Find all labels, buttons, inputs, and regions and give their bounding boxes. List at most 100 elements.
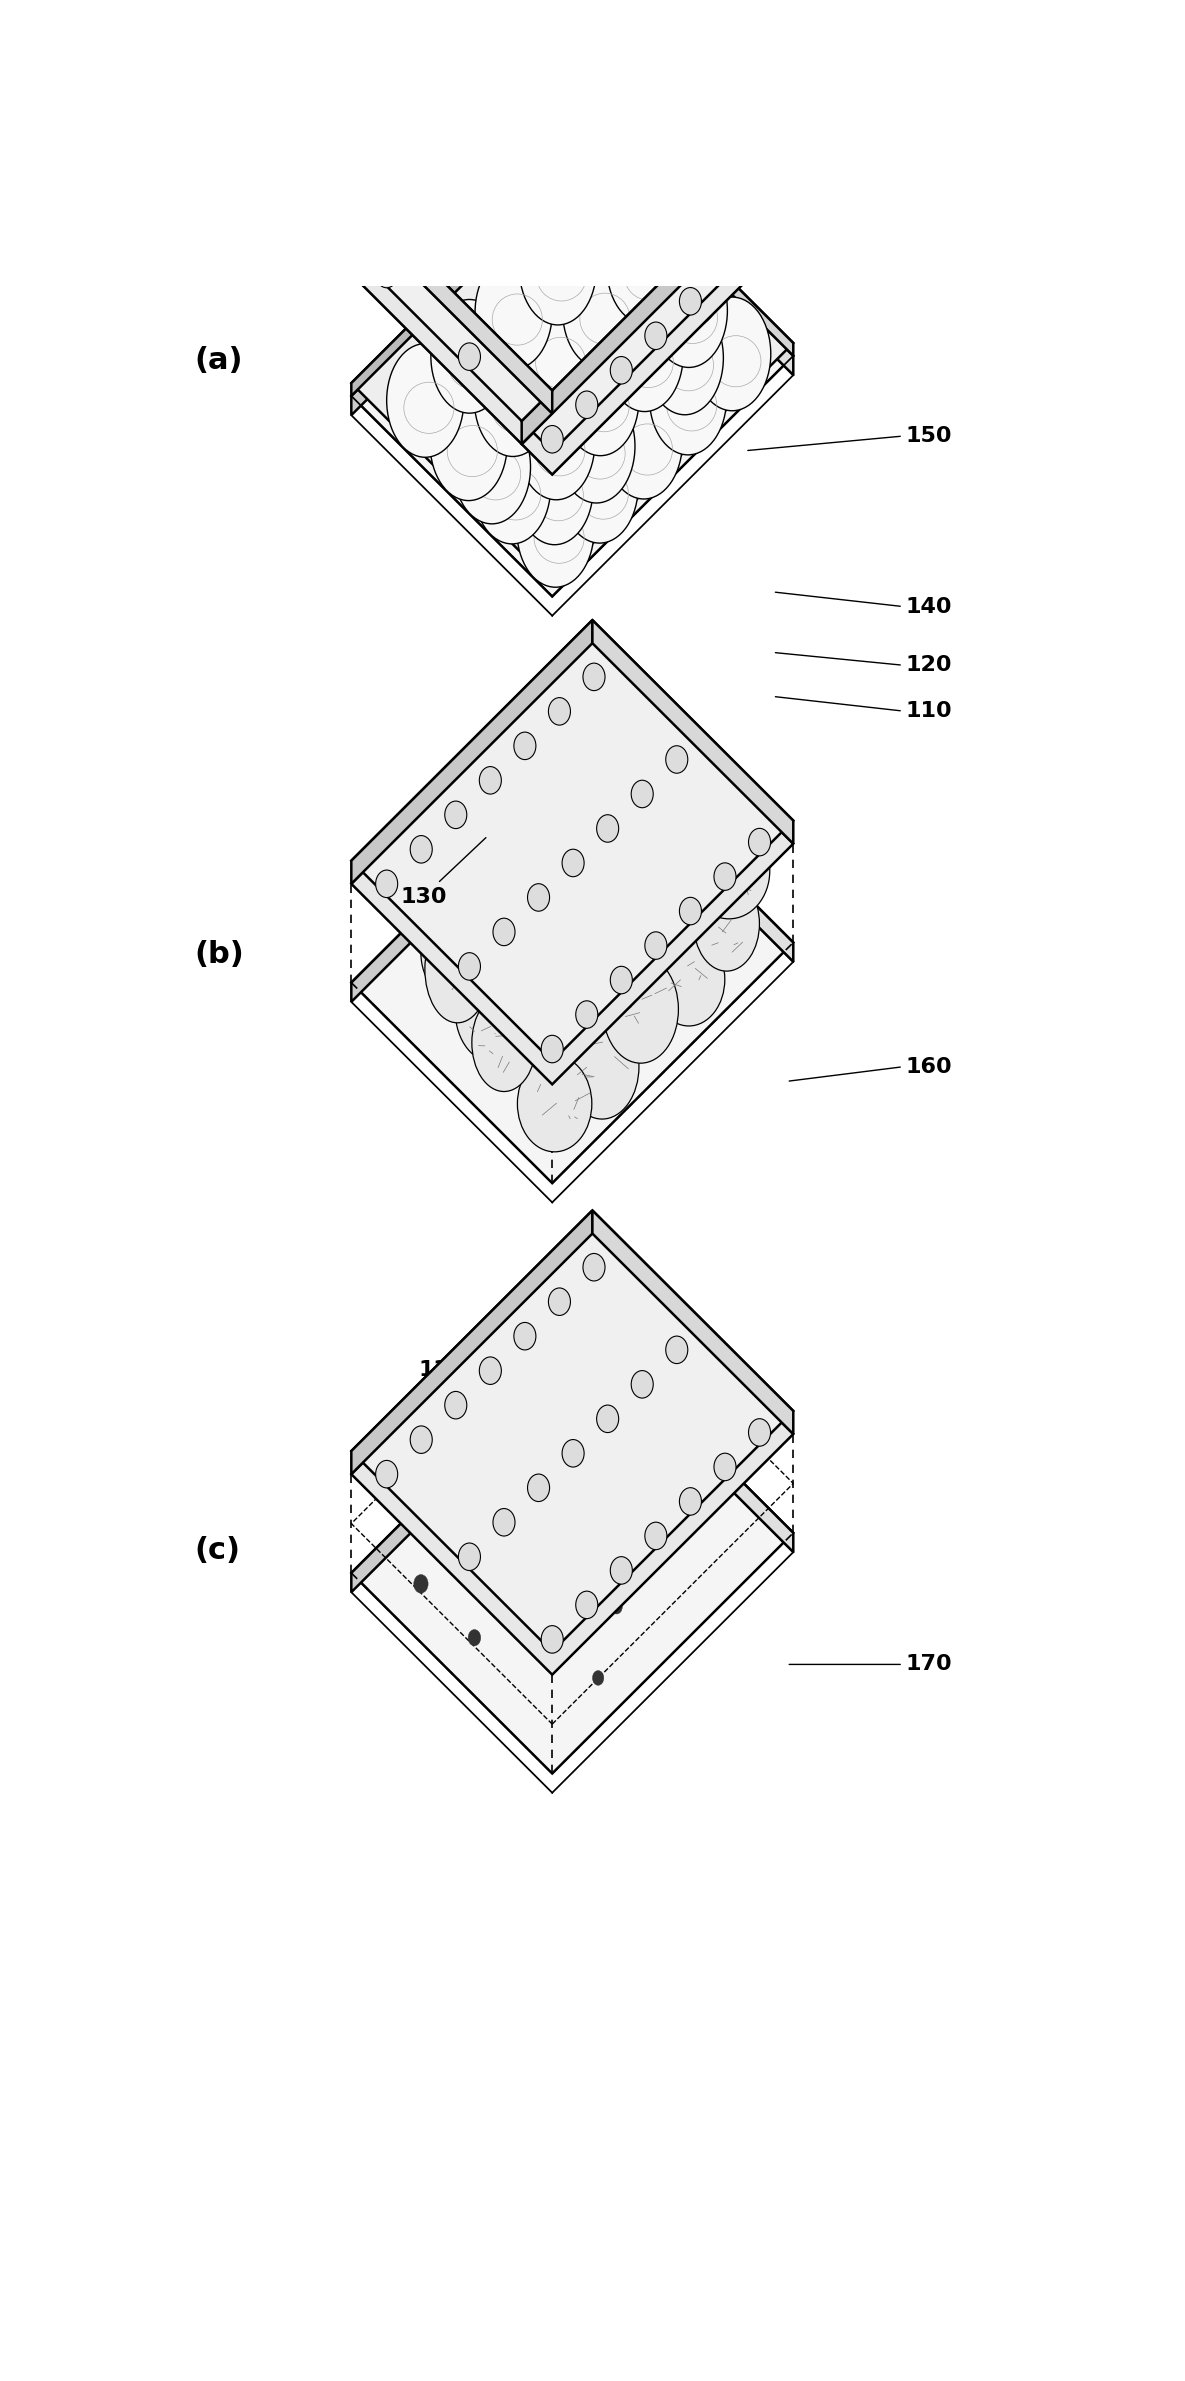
Polygon shape — [351, 1333, 793, 1774]
Ellipse shape — [552, 867, 617, 960]
Ellipse shape — [713, 1495, 723, 1507]
Text: 120: 120 — [905, 655, 953, 676]
Ellipse shape — [736, 1421, 752, 1443]
Ellipse shape — [474, 343, 551, 457]
Polygon shape — [521, 181, 763, 445]
Ellipse shape — [621, 1521, 628, 1531]
Ellipse shape — [679, 288, 702, 314]
Ellipse shape — [414, 1574, 428, 1593]
Ellipse shape — [563, 167, 641, 281]
Ellipse shape — [459, 1543, 480, 1571]
Ellipse shape — [592, 1671, 604, 1686]
Polygon shape — [521, 181, 793, 452]
Ellipse shape — [431, 300, 508, 414]
Polygon shape — [351, 221, 552, 421]
Polygon shape — [592, 743, 793, 962]
Ellipse shape — [688, 824, 770, 919]
Polygon shape — [382, 221, 552, 414]
Ellipse shape — [376, 260, 398, 288]
Ellipse shape — [749, 219, 770, 245]
Polygon shape — [592, 619, 793, 843]
Ellipse shape — [527, 883, 550, 912]
Ellipse shape — [515, 431, 594, 545]
Ellipse shape — [559, 919, 630, 1017]
Ellipse shape — [539, 1555, 556, 1576]
Ellipse shape — [662, 1448, 670, 1460]
Ellipse shape — [489, 1414, 502, 1431]
Ellipse shape — [646, 300, 723, 414]
Ellipse shape — [611, 1355, 621, 1367]
Ellipse shape — [749, 829, 770, 855]
Ellipse shape — [437, 1448, 455, 1469]
Ellipse shape — [645, 931, 667, 960]
Ellipse shape — [479, 767, 501, 795]
Ellipse shape — [693, 298, 770, 412]
Polygon shape — [351, 1333, 592, 1593]
Ellipse shape — [376, 1460, 398, 1488]
Ellipse shape — [679, 1488, 702, 1514]
Polygon shape — [763, 181, 793, 233]
Polygon shape — [592, 1333, 793, 1552]
Polygon shape — [521, 202, 793, 474]
Ellipse shape — [514, 1321, 536, 1350]
Ellipse shape — [576, 1000, 597, 1029]
Ellipse shape — [595, 1362, 606, 1376]
Ellipse shape — [517, 957, 584, 1067]
Ellipse shape — [636, 1548, 645, 1557]
Ellipse shape — [482, 1452, 497, 1471]
Polygon shape — [592, 155, 793, 376]
Ellipse shape — [518, 1055, 591, 1152]
Ellipse shape — [474, 431, 551, 543]
Polygon shape — [351, 221, 382, 274]
Ellipse shape — [653, 1543, 667, 1562]
Ellipse shape — [479, 1507, 489, 1521]
Ellipse shape — [469, 845, 534, 955]
Ellipse shape — [514, 731, 536, 760]
Polygon shape — [351, 619, 592, 883]
Ellipse shape — [583, 1252, 606, 1281]
Text: 140: 140 — [905, 598, 953, 617]
Ellipse shape — [468, 1629, 481, 1645]
Ellipse shape — [600, 1536, 616, 1557]
Ellipse shape — [493, 919, 515, 945]
Text: (a): (a) — [194, 345, 243, 376]
Ellipse shape — [519, 1581, 531, 1595]
Ellipse shape — [572, 1348, 587, 1367]
Ellipse shape — [430, 388, 507, 500]
Ellipse shape — [583, 664, 606, 690]
Ellipse shape — [606, 386, 683, 500]
Ellipse shape — [549, 1288, 570, 1314]
Text: 130: 130 — [401, 888, 447, 907]
Text: 160: 160 — [905, 1057, 953, 1076]
Ellipse shape — [627, 1521, 634, 1531]
Polygon shape — [351, 243, 552, 445]
Ellipse shape — [518, 386, 595, 500]
Ellipse shape — [514, 819, 588, 907]
Ellipse shape — [610, 967, 633, 993]
Ellipse shape — [610, 357, 633, 383]
Ellipse shape — [648, 214, 725, 329]
Ellipse shape — [571, 1324, 582, 1341]
Polygon shape — [592, 143, 793, 355]
Ellipse shape — [440, 1476, 453, 1493]
Ellipse shape — [376, 869, 398, 898]
Ellipse shape — [504, 902, 581, 1005]
Ellipse shape — [562, 850, 584, 876]
Ellipse shape — [713, 1452, 736, 1481]
Ellipse shape — [596, 1405, 619, 1433]
Ellipse shape — [603, 1569, 613, 1581]
Ellipse shape — [475, 255, 552, 369]
Ellipse shape — [519, 212, 596, 324]
Ellipse shape — [725, 1443, 737, 1457]
Ellipse shape — [513, 943, 576, 1060]
Ellipse shape — [614, 1526, 624, 1541]
Text: (c): (c) — [194, 1536, 241, 1564]
Text: (b): (b) — [194, 940, 244, 969]
Ellipse shape — [594, 1443, 608, 1462]
Ellipse shape — [442, 1457, 449, 1469]
Text: 150: 150 — [905, 426, 953, 445]
Ellipse shape — [645, 1521, 667, 1550]
Ellipse shape — [551, 1631, 568, 1652]
Ellipse shape — [562, 1441, 584, 1467]
Ellipse shape — [410, 836, 433, 862]
